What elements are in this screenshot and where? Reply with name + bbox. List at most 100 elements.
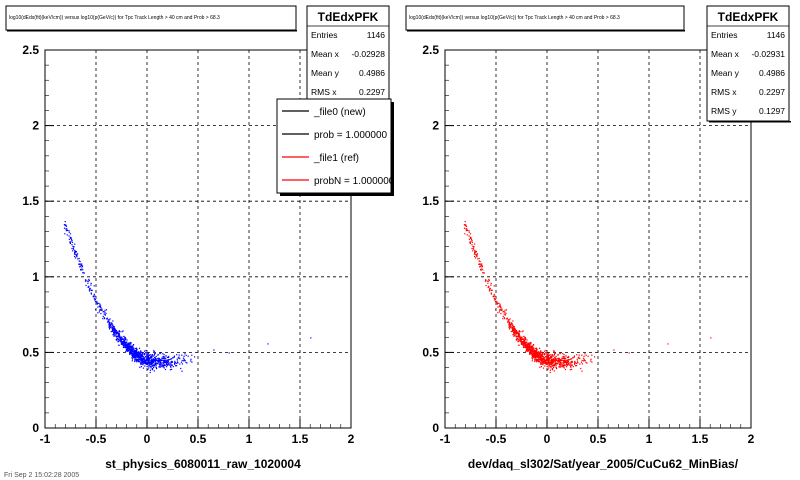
scatter-point bbox=[543, 353, 545, 355]
scatter-point bbox=[523, 335, 525, 338]
scatter-point bbox=[528, 350, 530, 352]
scatter-point bbox=[149, 354, 151, 356]
scatter-point bbox=[546, 366, 548, 368]
scatter-point bbox=[563, 357, 565, 359]
scatter-point bbox=[513, 332, 515, 334]
scatter-point bbox=[526, 345, 529, 347]
scatter-point bbox=[557, 360, 559, 362]
scatter-point bbox=[181, 370, 183, 372]
scatter-point bbox=[521, 331, 523, 333]
scatter-point bbox=[181, 354, 183, 356]
scatter-point bbox=[131, 360, 133, 362]
scatter-point bbox=[154, 352, 156, 354]
scatter-point bbox=[139, 366, 141, 368]
scatter-point bbox=[528, 346, 530, 348]
scatter-point bbox=[493, 297, 495, 299]
stats-label: Mean y bbox=[311, 68, 340, 78]
scatter-point bbox=[149, 355, 151, 357]
scatter-point bbox=[521, 342, 523, 344]
scatter-point bbox=[558, 359, 561, 361]
scatter-point bbox=[531, 346, 533, 348]
scatter-point bbox=[167, 363, 169, 365]
scatter-point bbox=[156, 368, 158, 370]
scatter-point bbox=[504, 318, 506, 320]
scatter-point bbox=[99, 308, 101, 310]
scatter-point bbox=[561, 357, 563, 359]
scatter-point bbox=[138, 357, 140, 359]
scatter-point bbox=[146, 356, 148, 358]
scatter-point bbox=[87, 280, 89, 282]
scatter-point bbox=[107, 319, 110, 321]
scatter-point bbox=[134, 355, 137, 357]
scatter-point bbox=[191, 354, 193, 356]
scatter-point bbox=[555, 367, 557, 369]
scatter-point bbox=[152, 355, 154, 357]
scatter-point bbox=[564, 357, 566, 359]
scatter-point bbox=[130, 350, 132, 352]
scatter-point bbox=[79, 260, 81, 263]
scatter-point bbox=[183, 355, 185, 357]
scatter-point bbox=[566, 364, 568, 366]
scatter-point bbox=[165, 355, 167, 357]
scatter-point bbox=[113, 333, 116, 335]
scatter-point bbox=[613, 349, 615, 351]
scatter-point bbox=[74, 257, 77, 259]
scatter-point bbox=[125, 346, 127, 348]
scatter-point bbox=[137, 360, 139, 362]
x-tick-label: 2 bbox=[348, 432, 355, 446]
scatter-point bbox=[534, 348, 536, 350]
scatter-point bbox=[512, 330, 514, 332]
scatter-point bbox=[526, 346, 528, 349]
scatter-point bbox=[565, 358, 567, 360]
scatter-point bbox=[176, 354, 178, 356]
scatter-point bbox=[512, 328, 514, 330]
scatter-point bbox=[545, 352, 547, 354]
scatter-point bbox=[159, 365, 161, 367]
scatter-point bbox=[158, 366, 160, 368]
scatter-point bbox=[107, 320, 109, 322]
scatter-point bbox=[512, 326, 515, 328]
scatter-point bbox=[140, 355, 142, 358]
scatter-point bbox=[141, 352, 143, 354]
scatter-point bbox=[574, 363, 576, 365]
right-panel: log10(dEdx(fit)(keV/cm)) versus log10(p(… bbox=[405, 5, 791, 471]
scatter-point bbox=[568, 355, 570, 358]
scatter-point bbox=[141, 361, 143, 363]
scatter-point bbox=[549, 356, 551, 359]
scatter-point bbox=[114, 329, 116, 331]
scatter-point bbox=[155, 355, 157, 357]
scatter-point bbox=[523, 343, 525, 345]
scatter-point bbox=[542, 360, 545, 362]
scatter-point bbox=[90, 282, 92, 284]
scatter-point bbox=[560, 361, 562, 363]
scatter-point bbox=[509, 323, 511, 325]
scatter-point bbox=[512, 334, 514, 336]
scatter-point bbox=[558, 358, 560, 360]
scatter-point bbox=[138, 354, 140, 356]
scatter-point bbox=[552, 358, 554, 360]
scatter-point bbox=[499, 309, 501, 311]
scatter-point bbox=[169, 364, 171, 366]
scatter-point bbox=[156, 362, 158, 365]
scatter-point bbox=[108, 323, 110, 325]
y-tick-label: 0.5 bbox=[22, 345, 39, 359]
scatter-point bbox=[149, 357, 151, 359]
scatter-point bbox=[573, 355, 575, 357]
scatter-point bbox=[524, 344, 526, 346]
scatter-point bbox=[587, 355, 589, 357]
scatter-point bbox=[142, 358, 144, 360]
scatter-point bbox=[133, 349, 135, 351]
stats-value: 0.1297 bbox=[759, 106, 785, 116]
scatter-point bbox=[564, 368, 567, 371]
scatter-point bbox=[586, 362, 588, 364]
scatter-point bbox=[525, 350, 527, 352]
scatter-point bbox=[69, 233, 72, 235]
scatter-point bbox=[75, 251, 77, 253]
scatter-point bbox=[134, 353, 136, 355]
scatter-point bbox=[147, 365, 149, 367]
scatter-point bbox=[545, 353, 547, 355]
scatter-point bbox=[116, 338, 118, 340]
scatter-point bbox=[109, 325, 111, 327]
scatter-point bbox=[159, 358, 161, 361]
scatter-point bbox=[78, 257, 80, 260]
